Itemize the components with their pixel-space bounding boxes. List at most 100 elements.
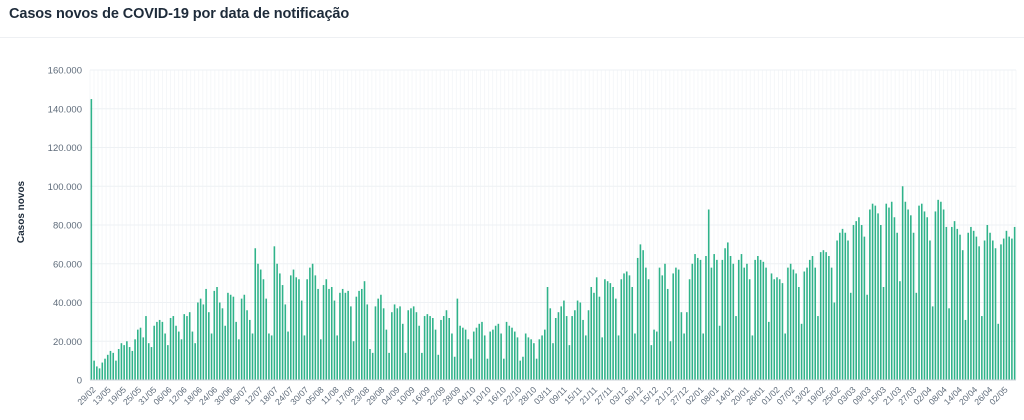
bar <box>811 256 814 380</box>
bar <box>494 325 497 380</box>
bar <box>161 321 164 381</box>
bar <box>880 225 882 380</box>
bar <box>912 232 915 380</box>
bar <box>1002 238 1005 380</box>
bar <box>218 302 221 380</box>
bar <box>773 279 776 380</box>
bar <box>448 318 450 380</box>
bar <box>727 242 729 380</box>
bar <box>699 259 702 381</box>
bar <box>503 358 505 380</box>
bar <box>961 250 964 380</box>
bar <box>888 207 890 380</box>
bar <box>858 217 860 380</box>
y-tick-label: 20.000 <box>53 337 82 348</box>
bar <box>451 333 453 380</box>
bar <box>975 236 978 381</box>
bar <box>180 339 183 380</box>
bar <box>199 298 202 381</box>
bar <box>819 252 822 381</box>
bar <box>341 288 344 380</box>
bar <box>412 306 415 381</box>
bar <box>257 263 259 380</box>
bar <box>869 209 871 380</box>
bar <box>240 298 243 381</box>
bar <box>929 240 931 380</box>
bar <box>330 287 333 380</box>
bar <box>347 290 349 381</box>
y-tick-label: 140.000 <box>48 104 82 115</box>
bar <box>276 263 278 380</box>
bar <box>325 279 328 380</box>
bar <box>377 298 379 381</box>
bar <box>828 256 830 380</box>
bar <box>221 308 224 380</box>
bar <box>863 236 866 381</box>
bar <box>513 331 516 380</box>
bar <box>587 310 590 380</box>
bar <box>852 225 855 380</box>
bar <box>710 267 713 381</box>
bar <box>456 298 459 381</box>
bar <box>511 327 513 380</box>
bar <box>393 304 396 380</box>
bar <box>997 323 1000 380</box>
bar <box>806 267 808 381</box>
bar <box>691 263 694 380</box>
bar <box>175 325 177 380</box>
bar <box>281 285 284 380</box>
bar <box>188 312 191 380</box>
bar <box>814 267 817 381</box>
bar <box>582 319 584 380</box>
x-axis: 29/0213/0519/0525/0531/0506/0612/0618/06… <box>75 379 1016 407</box>
bar <box>877 213 879 381</box>
bar <box>197 302 199 380</box>
bar <box>765 267 767 381</box>
bar <box>522 356 524 380</box>
bar <box>467 339 470 380</box>
bar <box>672 273 674 380</box>
y-tick-label: 0 <box>77 376 82 387</box>
bar <box>139 327 142 380</box>
bar <box>798 287 800 380</box>
bar <box>604 279 606 380</box>
bar <box>442 316 445 380</box>
bar <box>164 333 166 380</box>
bar <box>483 335 486 380</box>
bar <box>754 259 756 381</box>
bar <box>295 277 298 380</box>
bar <box>855 221 857 381</box>
bar <box>656 331 658 380</box>
bar <box>177 331 180 380</box>
bar <box>440 319 442 380</box>
y-tick-label: 100.000 <box>48 182 82 193</box>
bar <box>675 267 677 381</box>
bar <box>620 279 623 380</box>
bar <box>945 226 948 380</box>
bar <box>574 310 576 380</box>
bar <box>653 329 655 381</box>
bar <box>147 343 150 380</box>
bar <box>694 254 696 380</box>
bar <box>530 339 532 380</box>
bar <box>1008 236 1010 381</box>
y-tick-label: 80.000 <box>53 221 82 232</box>
bar <box>770 273 773 380</box>
bar <box>972 230 975 380</box>
bar <box>153 325 155 380</box>
bar <box>866 294 868 380</box>
bar <box>1000 244 1002 381</box>
bar <box>705 256 707 380</box>
bar <box>134 339 136 380</box>
bar <box>407 310 410 380</box>
bar <box>194 343 196 380</box>
bar <box>847 240 849 380</box>
bar <box>623 273 625 380</box>
bar <box>96 366 98 380</box>
bar <box>991 240 994 380</box>
bar <box>115 360 117 381</box>
bar <box>533 343 535 380</box>
header-divider <box>0 37 1024 38</box>
bar <box>150 347 153 380</box>
bar <box>762 261 765 380</box>
